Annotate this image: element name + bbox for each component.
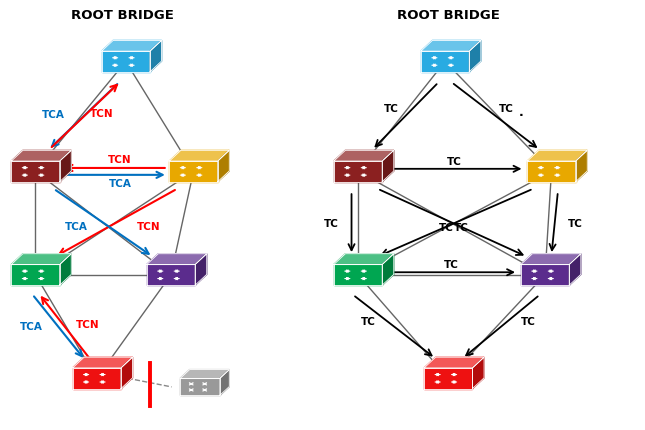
Polygon shape	[334, 254, 393, 265]
Text: ROOT BRIDGE: ROOT BRIDGE	[397, 9, 500, 22]
Polygon shape	[12, 254, 71, 265]
Text: TCN: TCN	[76, 319, 100, 329]
Polygon shape	[334, 162, 382, 182]
Polygon shape	[12, 265, 59, 286]
Polygon shape	[147, 254, 206, 265]
Polygon shape	[421, 41, 481, 52]
Polygon shape	[424, 368, 472, 389]
Polygon shape	[382, 151, 393, 182]
Text: TC: TC	[447, 157, 462, 167]
Polygon shape	[334, 265, 382, 286]
Polygon shape	[217, 151, 230, 182]
Polygon shape	[147, 265, 195, 286]
Polygon shape	[528, 151, 588, 162]
Text: TC: TC	[323, 218, 339, 229]
Text: TCA: TCA	[20, 322, 43, 332]
Polygon shape	[195, 254, 206, 286]
Polygon shape	[180, 370, 230, 378]
Polygon shape	[169, 162, 217, 182]
Polygon shape	[12, 151, 71, 162]
Polygon shape	[521, 265, 569, 286]
Text: ROOT BRIDGE: ROOT BRIDGE	[71, 9, 174, 22]
Text: TCA: TCA	[64, 221, 87, 231]
Text: TCN: TCN	[137, 221, 161, 231]
Text: TC: TC	[521, 316, 535, 326]
Polygon shape	[576, 151, 588, 182]
Text: TC: TC	[568, 218, 583, 229]
Polygon shape	[169, 151, 230, 162]
Text: TC: TC	[361, 316, 375, 326]
Text: TC: TC	[384, 104, 399, 114]
Polygon shape	[12, 162, 59, 182]
Polygon shape	[102, 52, 150, 73]
Polygon shape	[334, 151, 393, 162]
Polygon shape	[72, 368, 121, 389]
Polygon shape	[72, 357, 132, 368]
Text: TCN: TCN	[90, 109, 114, 119]
Polygon shape	[59, 254, 71, 286]
Polygon shape	[180, 378, 220, 396]
Text: TCA: TCA	[108, 179, 132, 189]
Polygon shape	[472, 357, 484, 389]
Text: TC: TC	[454, 222, 469, 232]
Polygon shape	[150, 41, 161, 73]
Text: .: .	[519, 106, 524, 119]
Polygon shape	[424, 357, 484, 368]
Text: TC: TC	[499, 104, 513, 114]
Polygon shape	[59, 151, 71, 182]
Polygon shape	[382, 254, 393, 286]
Polygon shape	[102, 41, 161, 52]
Polygon shape	[421, 52, 469, 73]
Polygon shape	[220, 370, 230, 396]
Text: TCA: TCA	[41, 110, 64, 120]
Polygon shape	[528, 162, 576, 182]
Text: TC: TC	[439, 222, 454, 232]
Polygon shape	[121, 357, 132, 389]
Polygon shape	[569, 254, 580, 286]
Polygon shape	[469, 41, 481, 73]
Text: TC: TC	[444, 260, 459, 270]
Text: TCN: TCN	[108, 155, 132, 165]
Polygon shape	[521, 254, 581, 265]
